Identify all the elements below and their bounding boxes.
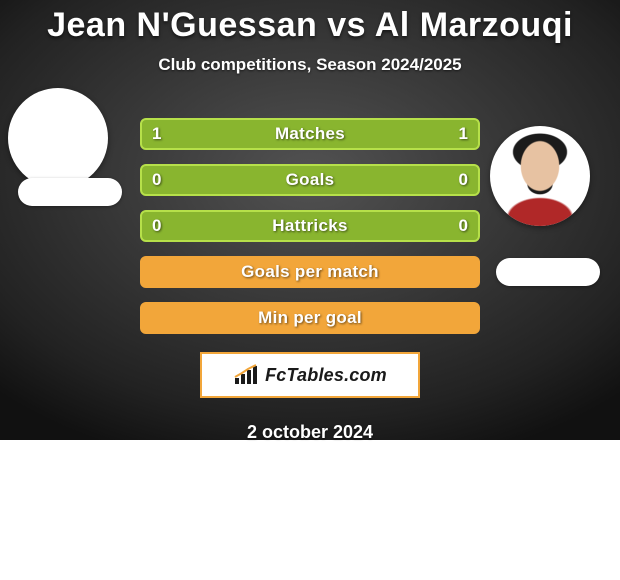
stat-bar-goals: 0 Goals 0 bbox=[140, 164, 480, 196]
stat-bars: 1 Matches 1 0 Goals 0 0 Hattricks 0 Goal… bbox=[140, 118, 480, 348]
stat-value-left: 0 bbox=[152, 216, 161, 236]
player-left-flag bbox=[18, 178, 122, 206]
stat-bar-hattricks: 0 Hattricks 0 bbox=[140, 210, 480, 242]
stat-value-right: 0 bbox=[459, 216, 468, 236]
stat-value-right: 0 bbox=[459, 170, 468, 190]
stat-value-right: 1 bbox=[459, 124, 468, 144]
stat-bar-matches: 1 Matches 1 bbox=[140, 118, 480, 150]
background-white bbox=[0, 440, 620, 580]
player-right-photo bbox=[490, 126, 590, 226]
stat-label: Min per goal bbox=[258, 308, 362, 328]
page-title: Jean N'Guessan vs Al Marzouqi bbox=[0, 0, 620, 45]
date-label: 2 october 2024 bbox=[0, 422, 620, 443]
stat-label: Hattricks bbox=[272, 216, 347, 236]
brand-label: FcTables.com bbox=[265, 365, 387, 386]
stat-bar-min-per-goal: Min per goal bbox=[140, 302, 480, 334]
bar-chart-icon bbox=[233, 364, 259, 386]
player-left-avatar bbox=[8, 88, 108, 188]
brand-box[interactable]: FcTables.com bbox=[200, 352, 420, 398]
player-right-avatar bbox=[490, 126, 590, 226]
stat-bar-goals-per-match: Goals per match bbox=[140, 256, 480, 288]
subtitle: Club competitions, Season 2024/2025 bbox=[0, 55, 620, 75]
stat-value-left: 1 bbox=[152, 124, 161, 144]
stat-label: Goals bbox=[286, 170, 335, 190]
stat-label: Goals per match bbox=[241, 262, 379, 282]
player-right-flag bbox=[496, 258, 600, 286]
stat-label: Matches bbox=[275, 124, 345, 144]
stat-value-left: 0 bbox=[152, 170, 161, 190]
comparison-card: Jean N'Guessan vs Al Marzouqi Club compe… bbox=[0, 0, 620, 440]
